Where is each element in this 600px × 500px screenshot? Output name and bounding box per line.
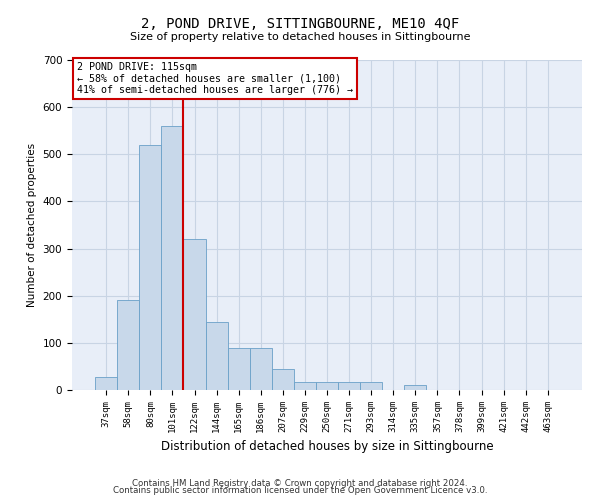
Text: Contains HM Land Registry data © Crown copyright and database right 2024.: Contains HM Land Registry data © Crown c… <box>132 478 468 488</box>
Bar <box>206 322 227 390</box>
Bar <box>272 369 294 390</box>
Bar <box>184 239 206 390</box>
Bar <box>294 382 316 390</box>
Bar <box>360 382 382 390</box>
Text: 2, POND DRIVE, SITTINGBOURNE, ME10 4QF: 2, POND DRIVE, SITTINGBOURNE, ME10 4QF <box>141 18 459 32</box>
Bar <box>139 145 161 390</box>
Bar <box>338 382 360 390</box>
Bar <box>161 126 184 390</box>
Text: Size of property relative to detached houses in Sittingbourne: Size of property relative to detached ho… <box>130 32 470 42</box>
X-axis label: Distribution of detached houses by size in Sittingbourne: Distribution of detached houses by size … <box>161 440 493 454</box>
Text: Contains public sector information licensed under the Open Government Licence v3: Contains public sector information licen… <box>113 486 487 495</box>
Bar <box>117 300 139 390</box>
Bar <box>227 348 250 390</box>
Bar <box>250 348 272 390</box>
Text: 2 POND DRIVE: 115sqm
← 58% of detached houses are smaller (1,100)
41% of semi-de: 2 POND DRIVE: 115sqm ← 58% of detached h… <box>77 62 353 95</box>
Y-axis label: Number of detached properties: Number of detached properties <box>27 143 37 307</box>
Bar <box>316 382 338 390</box>
Bar <box>404 386 427 390</box>
Bar <box>95 377 117 390</box>
